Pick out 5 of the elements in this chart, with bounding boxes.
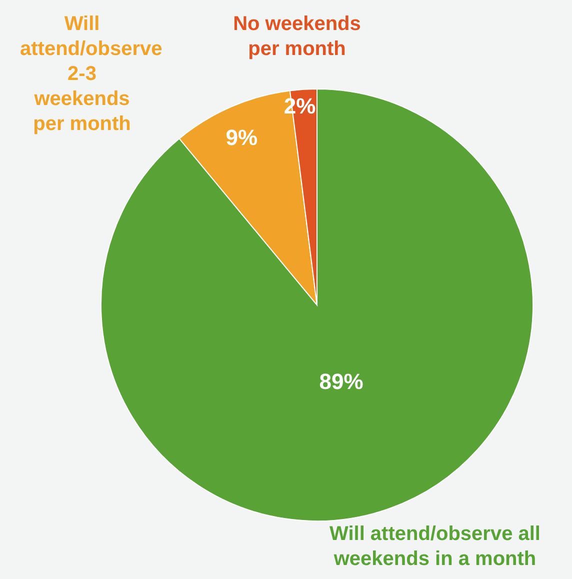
- data-label: 89%: [319, 368, 364, 394]
- data-label: 9%: [226, 124, 258, 150]
- slice-label: Will attend/observe 2-3 weekends per month: [20, 12, 162, 137]
- slice-label: Will attend/observe all weekends in a month: [328, 522, 542, 572]
- slice-label: No weekends per month: [232, 12, 362, 62]
